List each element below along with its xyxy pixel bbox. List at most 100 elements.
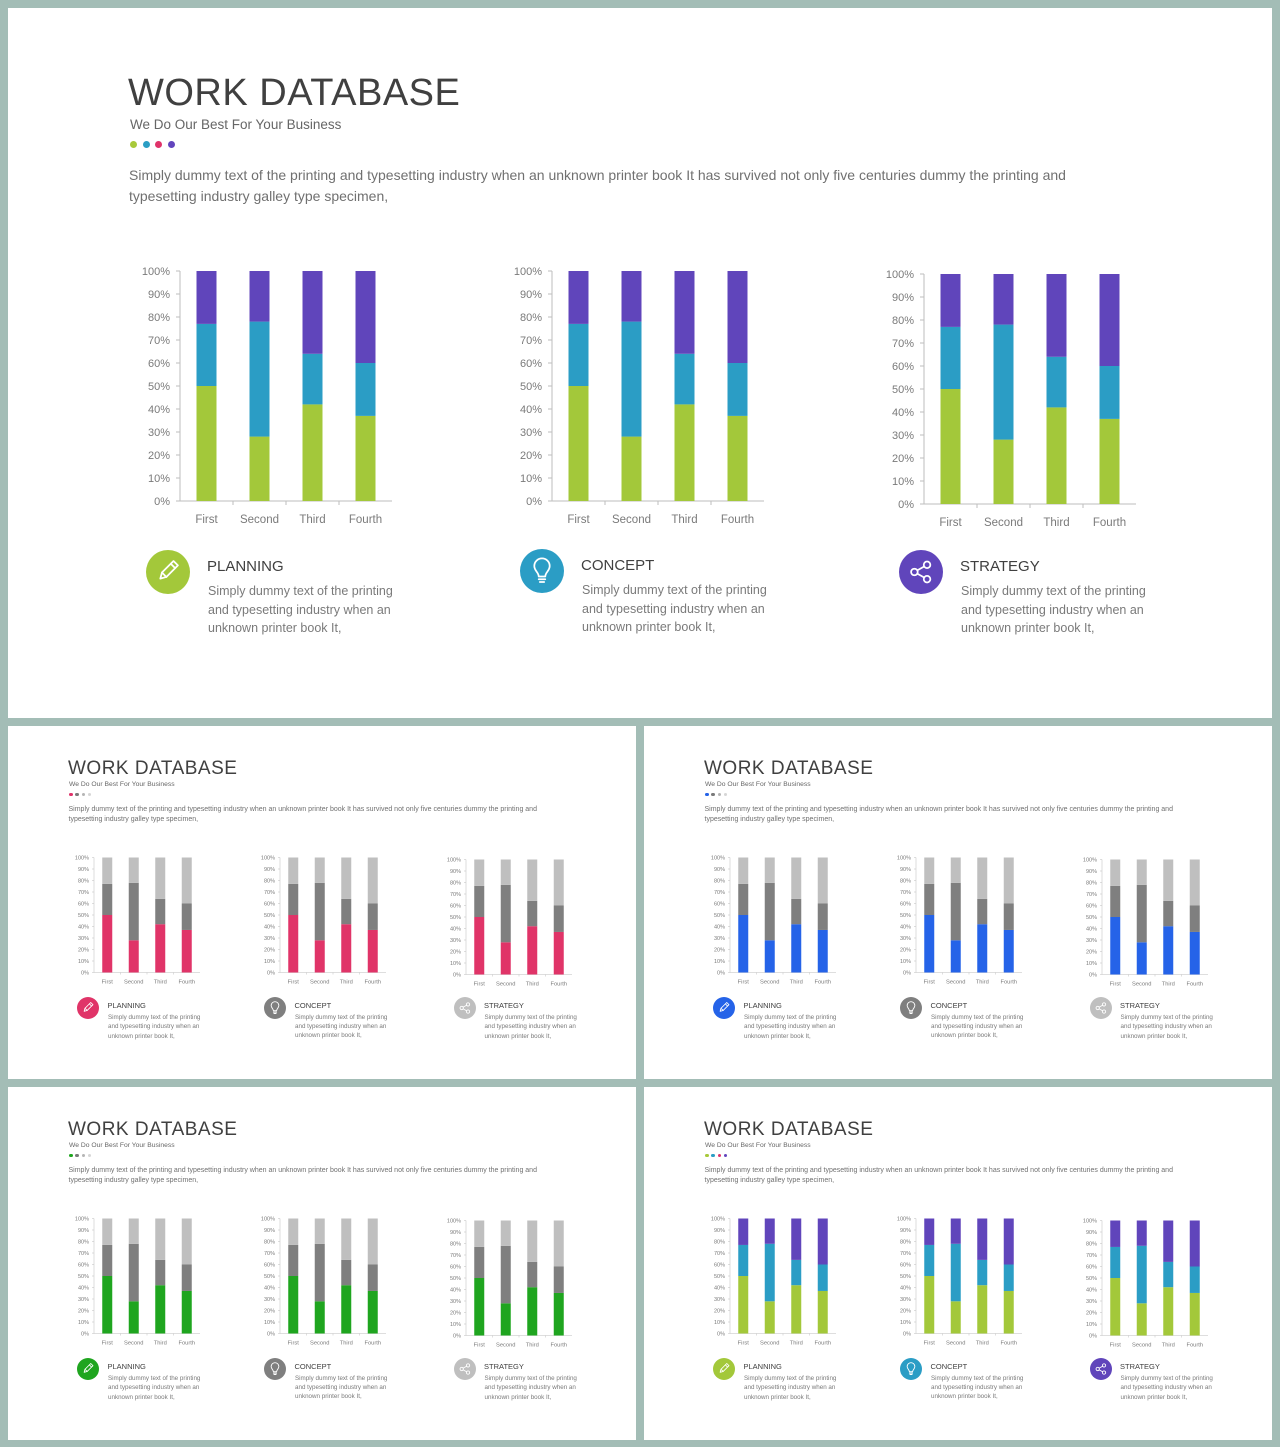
y-tick-label: 10% [1086,961,1097,967]
x-tick-label: Third [976,1341,989,1347]
y-tick-label: 10% [264,959,275,965]
x-tick-label: Fourth [178,980,195,986]
y-tick-label: 40% [78,1286,89,1292]
y-tick-label: 10% [148,473,170,485]
feature-title: STRATEGY [960,558,1040,575]
x-tick-label: Third [1043,517,1069,529]
bar-fourth-segment-3 [553,859,564,905]
bar-second-segment-1 [950,1301,961,1334]
y-tick-label: 100% [261,856,275,862]
y-tick-label: 30% [450,1299,461,1305]
y-tick-label: 30% [714,936,725,942]
y-tick-label: 50% [78,1274,89,1280]
x-tick-label: Second [310,1341,330,1347]
bar-first-segment-2 [738,1244,749,1276]
y-tick-label: 20% [714,948,725,954]
x-tick-label: Fourth [349,514,382,526]
y-tick-label: 70% [264,1251,275,1257]
y-tick-label: 90% [714,867,725,873]
x-tick-label: Second [760,980,780,986]
bar-second-segment-2 [128,882,139,941]
bar-third-segment-1 [1163,1286,1174,1335]
y-tick-label: 50% [900,913,911,919]
y-tick-label: 100% [711,1217,725,1223]
x-tick-label: Second [984,517,1023,529]
y-tick-label: 40% [714,1286,725,1292]
bar-third-segment-2 [527,1261,538,1287]
y-tick-label: 90% [1086,869,1097,875]
bar-second-segment-1 [1136,941,1147,974]
y-tick-label: 80% [900,1240,911,1246]
y-tick-label: 100% [447,1218,461,1224]
y-tick-label: 30% [892,430,914,442]
x-tick-label: Third [1162,1342,1175,1348]
bar-second-segment-3 [950,1218,961,1244]
y-tick-label: 30% [264,1297,275,1303]
y-tick-label: 100% [897,1217,911,1223]
bar-third-segment-3 [674,271,695,354]
y-tick-label: 70% [520,335,542,347]
bar-fourth-segment-2 [553,1266,564,1293]
x-tick-label: Fourth [364,980,381,986]
bar-first-segment-3 [924,857,935,884]
x-tick-label: First [939,517,962,529]
bar-second-segment-1 [128,940,139,973]
feature-planning: PLANNING Simply dummy text of the printin… [146,550,406,660]
stacked-bar-chart-2: 0% 10% 20% 30% 40% 50% 60% 70% 80% 90% 100% First Se… [261,1217,386,1347]
y-tick-label: 90% [714,1228,725,1234]
y-tick-label: 10% [78,1320,89,1326]
bar-second-segment-2 [764,1243,775,1302]
bar-first-segment-2 [1110,885,1121,917]
stacked-bar-chart-2: 0% 10% 20% 30% 40% 50% 60% 70% 80% 90% 100% First Se… [261,856,386,986]
bar-third-segment-1 [791,1285,802,1334]
slide-1: WORK DATABASE We Do Our Best For Your Bus… [8,8,1272,718]
y-tick-label: 30% [78,1297,89,1303]
bar-second-segment-1 [500,1302,511,1335]
lightbulb-icon [906,1361,916,1375]
bar-fourth-segment-2 [1189,1266,1200,1293]
y-tick-label: 100% [261,1217,275,1223]
y-tick-label: 40% [892,407,914,419]
y-tick-label: 80% [1086,1241,1097,1247]
accent-dot [723,1153,728,1157]
stacked-bar-chart-1: 0% 10% 20% 30% 40% 50% 60% 70% 80% 90% 100% First Se… [711,1217,836,1347]
y-tick-label: 20% [450,949,461,955]
accent-dot [723,792,728,796]
x-tick-label: Fourth [1186,1342,1203,1348]
stacked-bar-chart-3: 0% 10% 20% 30% 40% 50% 60% 70% 80% 90% 100% First Se… [447,1218,572,1348]
share-icon [459,1002,470,1014]
slide-title: WORK DATABASE [704,758,874,779]
slide-subtitle: We Do Our Best For Your Business [130,117,342,132]
y-tick-label: 60% [900,1263,911,1269]
y-tick-label: 30% [78,936,89,942]
y-tick-label: 30% [450,938,461,944]
bar-first-segment-1 [940,389,961,504]
bar-fourth-segment-3 [817,1218,828,1265]
y-tick-label: 10% [900,959,911,965]
bar-third-segment-3 [1046,274,1067,357]
feature-text: Simply dummy text of the printing and ty… [295,1013,388,1040]
y-tick-label: 50% [78,913,89,919]
bar-fourth-segment-1 [817,1290,828,1334]
feature-title: CONCEPT [930,1361,968,1371]
y-tick-label: 40% [900,1286,911,1292]
feature-icon-circle [146,550,190,594]
x-tick-label: Third [154,1341,167,1347]
y-tick-label: 40% [1086,926,1097,932]
bar-first-segment-2 [102,1244,113,1276]
bar-fourth-segment-3 [1189,859,1200,905]
bar-third-segment-2 [302,353,323,405]
y-tick-label: 70% [450,1253,461,1259]
feature-planning: PLANNING Simply dummy text of the printin… [713,997,843,1052]
accent-dot [711,792,715,796]
y-tick-label: 30% [900,1297,911,1303]
y-tick-label: 0% [81,1332,89,1338]
bar-third-segment-2 [341,898,352,925]
bar-second-segment-2 [950,882,961,941]
bar-third-segment-1 [977,924,988,973]
bar-third-segment-1 [341,924,352,973]
y-tick-label: 100% [886,269,914,281]
y-tick-label: 70% [78,1251,89,1257]
bar-first-segment-1 [568,386,589,501]
accent-dot [69,792,73,796]
